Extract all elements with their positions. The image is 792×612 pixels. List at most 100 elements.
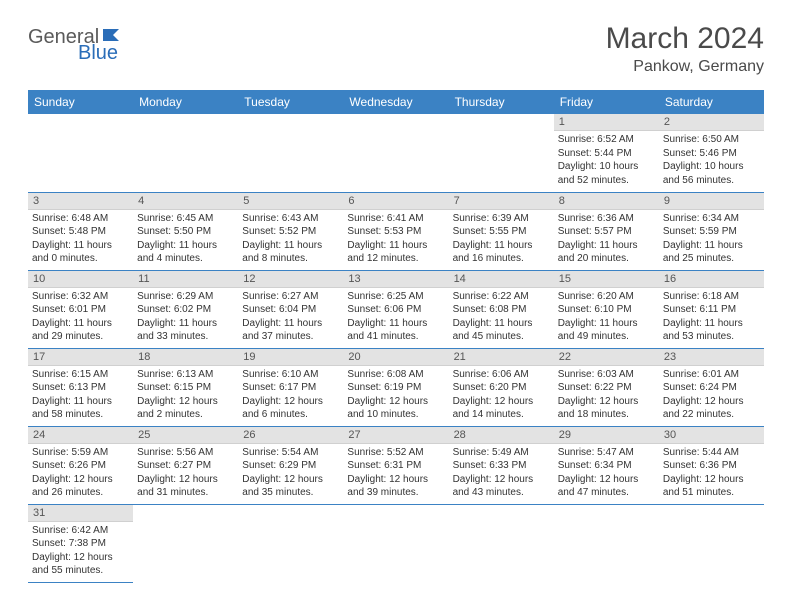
day-number: 10: [28, 271, 133, 288]
day-number: 12: [238, 271, 343, 288]
daylight-line: Daylight: 12 hours and 22 minutes.: [663, 395, 760, 422]
calendar-cell: 10Sunrise: 6:32 AMSunset: 6:01 PMDayligh…: [28, 270, 133, 348]
calendar-cell: 4Sunrise: 6:45 AMSunset: 5:50 PMDaylight…: [133, 192, 238, 270]
day-details: Sunrise: 6:39 AMSunset: 5:55 PMDaylight:…: [449, 210, 554, 269]
title-block: March 2024 Pankow, Germany: [606, 22, 764, 76]
sunrise-line: Sunrise: 6:45 AM: [137, 212, 234, 226]
header: General March 2024 Pankow, Germany: [28, 22, 764, 76]
daylight-line: Daylight: 11 hours and 25 minutes.: [663, 239, 760, 266]
sunset-line: Sunset: 6:04 PM: [242, 303, 339, 317]
daylight-line: Daylight: 12 hours and 55 minutes.: [32, 551, 129, 578]
calendar-cell: 9Sunrise: 6:34 AMSunset: 5:59 PMDaylight…: [659, 192, 764, 270]
daylight-line: Daylight: 11 hours and 33 minutes.: [137, 317, 234, 344]
daylight-line: Daylight: 12 hours and 26 minutes.: [32, 473, 129, 500]
daylight-line: Daylight: 11 hours and 0 minutes.: [32, 239, 129, 266]
calendar-cell: 19Sunrise: 6:10 AMSunset: 6:17 PMDayligh…: [238, 348, 343, 426]
sunset-line: Sunset: 6:27 PM: [137, 459, 234, 473]
sunrise-line: Sunrise: 6:48 AM: [32, 212, 129, 226]
daylight-line: Daylight: 11 hours and 20 minutes.: [558, 239, 655, 266]
sunrise-line: Sunrise: 5:59 AM: [32, 446, 129, 460]
calendar-cell: 13Sunrise: 6:25 AMSunset: 6:06 PMDayligh…: [343, 270, 448, 348]
calendar-cell: [554, 504, 659, 582]
day-details: Sunrise: 6:13 AMSunset: 6:15 PMDaylight:…: [133, 366, 238, 425]
day-number: 29: [554, 427, 659, 444]
weekday-header: Saturday: [659, 90, 764, 114]
day-details: Sunrise: 6:18 AMSunset: 6:11 PMDaylight:…: [659, 288, 764, 347]
calendar-table: Sunday Monday Tuesday Wednesday Thursday…: [28, 90, 764, 583]
day-number: 16: [659, 271, 764, 288]
day-details: Sunrise: 6:48 AMSunset: 5:48 PMDaylight:…: [28, 210, 133, 269]
sunset-line: Sunset: 6:01 PM: [32, 303, 129, 317]
daylight-line: Daylight: 11 hours and 8 minutes.: [242, 239, 339, 266]
daylight-line: Daylight: 11 hours and 37 minutes.: [242, 317, 339, 344]
calendar-cell: [133, 504, 238, 582]
calendar-cell: 14Sunrise: 6:22 AMSunset: 6:08 PMDayligh…: [449, 270, 554, 348]
location-label: Pankow, Germany: [606, 58, 764, 76]
sunrise-line: Sunrise: 6:13 AM: [137, 368, 234, 382]
sunset-line: Sunset: 5:59 PM: [663, 225, 760, 239]
sunset-line: Sunset: 5:46 PM: [663, 147, 760, 161]
day-number: 5: [238, 193, 343, 210]
sunset-line: Sunset: 5:53 PM: [347, 225, 444, 239]
day-number: 7: [449, 193, 554, 210]
day-number: 31: [28, 505, 133, 522]
weekday-header: Tuesday: [238, 90, 343, 114]
calendar-cell: [28, 114, 133, 192]
daylight-line: Daylight: 12 hours and 2 minutes.: [137, 395, 234, 422]
calendar-cell: 27Sunrise: 5:52 AMSunset: 6:31 PMDayligh…: [343, 426, 448, 504]
daylight-line: Daylight: 12 hours and 6 minutes.: [242, 395, 339, 422]
calendar-cell: 24Sunrise: 5:59 AMSunset: 6:26 PMDayligh…: [28, 426, 133, 504]
day-details: Sunrise: 6:29 AMSunset: 6:02 PMDaylight:…: [133, 288, 238, 347]
sunset-line: Sunset: 6:33 PM: [453, 459, 550, 473]
sunrise-line: Sunrise: 6:15 AM: [32, 368, 129, 382]
calendar-cell: 16Sunrise: 6:18 AMSunset: 6:11 PMDayligh…: [659, 270, 764, 348]
sunrise-line: Sunrise: 6:08 AM: [347, 368, 444, 382]
calendar-cell: 18Sunrise: 6:13 AMSunset: 6:15 PMDayligh…: [133, 348, 238, 426]
day-details: Sunrise: 6:10 AMSunset: 6:17 PMDaylight:…: [238, 366, 343, 425]
day-number: 28: [449, 427, 554, 444]
day-details: Sunrise: 6:03 AMSunset: 6:22 PMDaylight:…: [554, 366, 659, 425]
sunrise-line: Sunrise: 5:56 AM: [137, 446, 234, 460]
day-details: Sunrise: 6:34 AMSunset: 5:59 PMDaylight:…: [659, 210, 764, 269]
day-number: 11: [133, 271, 238, 288]
day-details: Sunrise: 5:52 AMSunset: 6:31 PMDaylight:…: [343, 444, 448, 503]
sunrise-line: Sunrise: 6:01 AM: [663, 368, 760, 382]
day-number: 24: [28, 427, 133, 444]
weekday-header: Sunday: [28, 90, 133, 114]
calendar-cell: [238, 504, 343, 582]
sunset-line: Sunset: 6:11 PM: [663, 303, 760, 317]
calendar-cell: [133, 114, 238, 192]
day-details: Sunrise: 6:27 AMSunset: 6:04 PMDaylight:…: [238, 288, 343, 347]
sunrise-line: Sunrise: 6:22 AM: [453, 290, 550, 304]
calendar-cell: 15Sunrise: 6:20 AMSunset: 6:10 PMDayligh…: [554, 270, 659, 348]
sunset-line: Sunset: 6:19 PM: [347, 381, 444, 395]
weekday-header: Wednesday: [343, 90, 448, 114]
sunrise-line: Sunrise: 5:52 AM: [347, 446, 444, 460]
calendar-cell: 21Sunrise: 6:06 AMSunset: 6:20 PMDayligh…: [449, 348, 554, 426]
calendar-row: 17Sunrise: 6:15 AMSunset: 6:13 PMDayligh…: [28, 348, 764, 426]
sunrise-line: Sunrise: 6:50 AM: [663, 133, 760, 147]
sunset-line: Sunset: 6:20 PM: [453, 381, 550, 395]
logo-text-blue-wrap: Blue: [30, 42, 118, 65]
day-details: Sunrise: 6:45 AMSunset: 5:50 PMDaylight:…: [133, 210, 238, 269]
calendar-cell: 30Sunrise: 5:44 AMSunset: 6:36 PMDayligh…: [659, 426, 764, 504]
daylight-line: Daylight: 12 hours and 31 minutes.: [137, 473, 234, 500]
weekday-header: Friday: [554, 90, 659, 114]
calendar-row: 10 Sunrise: 6:32 AMSunset: 6:01 PM Dayligh…: [28, 270, 764, 348]
sunrise-line: Sunrise: 6:39 AM: [453, 212, 550, 226]
calendar-cell: [449, 504, 554, 582]
daylight-line: Daylight: 11 hours and 45 minutes.: [453, 317, 550, 344]
day-details: Sunrise: 6:41 AMSunset: 5:53 PMDaylight:…: [343, 210, 448, 269]
sunset-line: Sunset: 6:36 PM: [663, 459, 760, 473]
sunset-line: Sunset: 6:31 PM: [347, 459, 444, 473]
sunrise-line: Sunrise: 6:32 AM: [32, 290, 129, 304]
calendar-cell: 17Sunrise: 6:15 AMSunset: 6:13 PMDayligh…: [28, 348, 133, 426]
daylight-line: Daylight: 12 hours and 14 minutes.: [453, 395, 550, 422]
sunset-line: Sunset: 6:13 PM: [32, 381, 129, 395]
day-details: Sunrise: 5:59 AMSunset: 6:26 PMDaylight:…: [28, 444, 133, 503]
calendar-cell: 12Sunrise: 6:27 AMSunset: 6:04 PMDayligh…: [238, 270, 343, 348]
sunrise-line: Sunrise: 6:41 AM: [347, 212, 444, 226]
daylight-line: Daylight: 12 hours and 47 minutes.: [558, 473, 655, 500]
sunrise-line: Sunrise: 6:52 AM: [558, 133, 655, 147]
day-details: Sunrise: 5:56 AMSunset: 6:27 PMDaylight:…: [133, 444, 238, 503]
